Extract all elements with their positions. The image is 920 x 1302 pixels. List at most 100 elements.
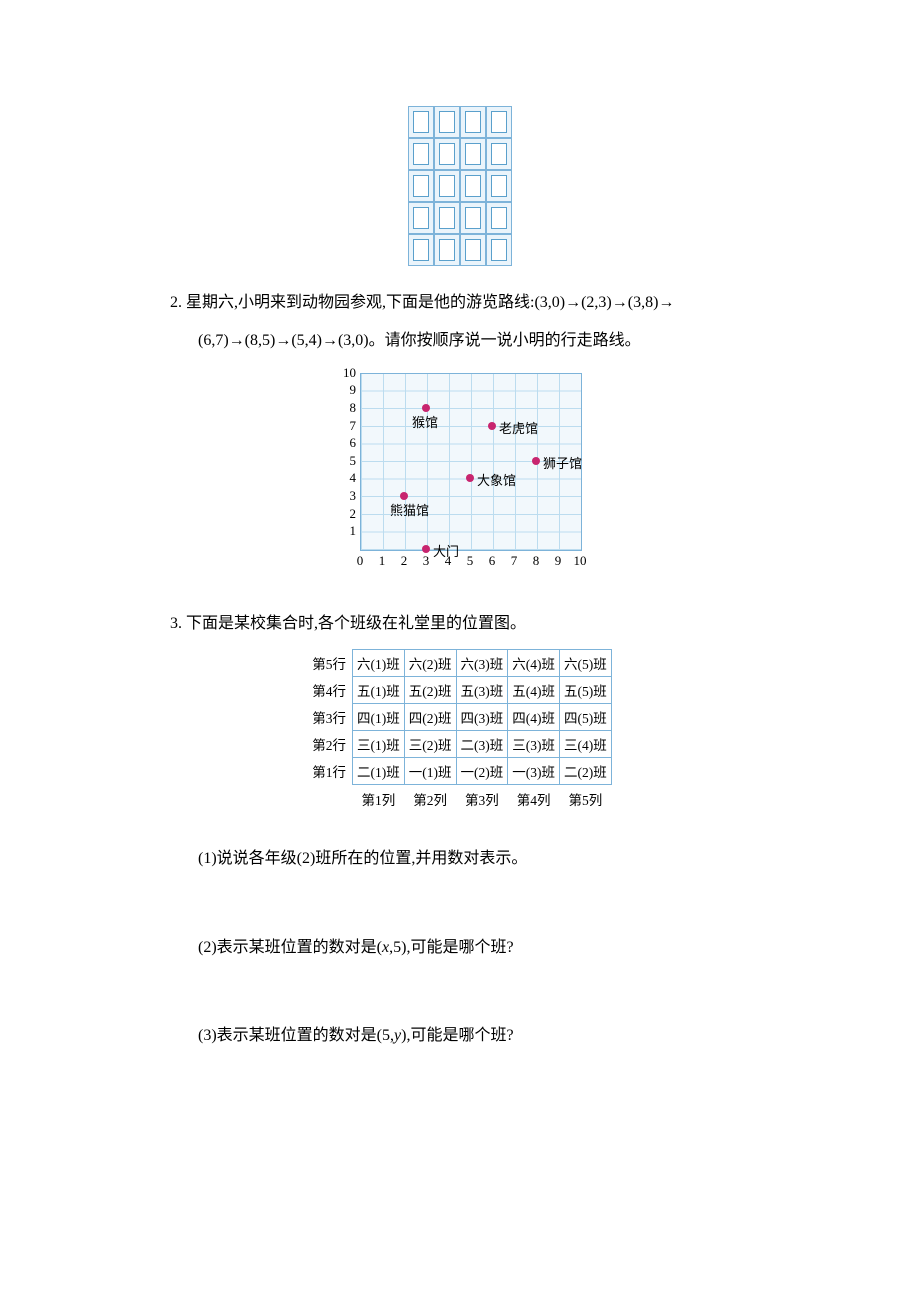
window-block <box>439 175 455 197</box>
table-row: 第5行六(1)班六(2)班六(3)班六(4)班六(5)班 <box>308 650 611 677</box>
data-point <box>488 422 496 430</box>
x-tick-label: 0 <box>349 553 371 569</box>
window-block <box>491 175 507 197</box>
data-point <box>532 457 540 465</box>
data-point <box>422 404 430 412</box>
col-header: 第5列 <box>560 785 612 813</box>
point-label: 熊猫馆 <box>390 500 429 519</box>
x-tick-label: 5 <box>459 553 481 569</box>
window-block <box>439 111 455 133</box>
class-cell: 六(1)班 <box>353 650 405 677</box>
class-cell: 六(4)班 <box>508 650 560 677</box>
window-block <box>465 239 481 261</box>
window-block <box>413 111 429 133</box>
x-tick-label: 10 <box>569 553 591 569</box>
data-point <box>400 492 408 500</box>
data-point <box>466 474 474 482</box>
table-row: 第4行五(1)班五(2)班五(3)班五(4)班五(5)班 <box>308 677 611 704</box>
row-header: 第1行 <box>308 758 352 785</box>
problem-2-line2: (6,7)→(8,5)→(5,4)→(3,0)。请你按顺序说一说小明的行走路线。 <box>170 322 750 360</box>
x-tick-label: 6 <box>481 553 503 569</box>
problem-2-line1: 2. 星期六,小明来到动物园参观,下面是他的游览路线:(3,0)→(2,3)→(… <box>170 284 750 322</box>
point-label: 大象馆 <box>477 470 516 489</box>
window-block <box>413 143 429 165</box>
q3-text-b: ),可能是哪个班? <box>401 1027 513 1044</box>
y-tick-label: 5 <box>330 453 356 469</box>
building-grid-figure <box>408 106 512 266</box>
zoo-grid-chart: 10987654321012345678910大门熊猫馆猴馆老虎馆狮子馆大象馆 <box>330 367 590 587</box>
row-header: 第2行 <box>308 731 352 758</box>
x-tick-label: 1 <box>371 553 393 569</box>
figure-2-container: 10987654321012345678910大门熊猫馆猴馆老虎馆狮子馆大象馆 <box>170 367 750 587</box>
col-header-row: 第1列第2列第3列第4列第5列 <box>308 785 611 813</box>
window-block <box>413 207 429 229</box>
x-tick-label: 8 <box>525 553 547 569</box>
class-cell: 五(4)班 <box>508 677 560 704</box>
class-cell: 三(3)班 <box>508 731 560 758</box>
point-label: 猴馆 <box>412 412 438 431</box>
y-tick-label: 4 <box>330 470 356 486</box>
class-cell: 四(5)班 <box>560 704 612 731</box>
window-block <box>465 175 481 197</box>
problem-3-q2: (2)表示某班位置的数对是(x,5),可能是哪个班? <box>170 929 750 967</box>
q3-text-a: (3)表示某班位置的数对是(5, <box>198 1027 394 1044</box>
problem-3-q3: (3)表示某班位置的数对是(5,y),可能是哪个班? <box>170 1017 750 1055</box>
class-cell: 四(3)班 <box>456 704 508 731</box>
q2-text-a: (2)表示某班位置的数对是( <box>198 939 382 956</box>
window-block <box>465 207 481 229</box>
y-tick-label: 9 <box>330 382 356 398</box>
window-block <box>465 111 481 133</box>
window-block <box>439 207 455 229</box>
window-block <box>413 175 429 197</box>
page: 2. 星期六,小明来到动物园参观,下面是他的游览路线:(3,0)→(2,3)→(… <box>0 0 920 1171</box>
figure-1-container <box>170 106 750 266</box>
class-cell: 四(4)班 <box>508 704 560 731</box>
problem-3-intro: 3. 下面是某校集合时,各个班级在礼堂里的位置图。 <box>170 605 750 643</box>
col-header: 第2列 <box>404 785 456 813</box>
table-row: 第2行三(1)班三(2)班二(3)班三(3)班三(4)班 <box>308 731 611 758</box>
row-header: 第5行 <box>308 650 352 677</box>
class-cell: 二(2)班 <box>560 758 612 785</box>
class-table-wrap: 第5行六(1)班六(2)班六(3)班六(4)班六(5)班第4行五(1)班五(2)… <box>308 649 612 812</box>
problem-2: 2. 星期六,小明来到动物园参观,下面是他的游览路线:(3,0)→(2,3)→(… <box>170 284 750 587</box>
data-point <box>422 545 430 553</box>
row-header: 第4行 <box>308 677 352 704</box>
class-position-table: 第5行六(1)班六(2)班六(3)班六(4)班六(5)班第4行五(1)班五(2)… <box>308 649 612 812</box>
class-cell: 六(5)班 <box>560 650 612 677</box>
window-block <box>439 143 455 165</box>
class-cell: 四(1)班 <box>353 704 405 731</box>
point-label: 老虎馆 <box>499 418 538 437</box>
y-tick-label: 10 <box>330 365 356 381</box>
blank-corner <box>308 785 352 813</box>
class-cell: 六(2)班 <box>404 650 456 677</box>
col-header: 第4列 <box>508 785 560 813</box>
x-tick-label: 7 <box>503 553 525 569</box>
x-tick-label: 9 <box>547 553 569 569</box>
class-cell: 五(5)班 <box>560 677 612 704</box>
window-block <box>465 143 481 165</box>
y-tick-label: 1 <box>330 523 356 539</box>
q2-text-b: ,5),可能是哪个班? <box>389 939 513 956</box>
y-tick-label: 2 <box>330 506 356 522</box>
figure-3-container: 第5行六(1)班六(2)班六(3)班六(4)班六(5)班第4行五(1)班五(2)… <box>170 649 750 812</box>
class-cell: 六(3)班 <box>456 650 508 677</box>
class-cell: 五(3)班 <box>456 677 508 704</box>
row-header: 第3行 <box>308 704 352 731</box>
col-header: 第3列 <box>456 785 508 813</box>
table-row: 第1行二(1)班一(1)班一(2)班一(3)班二(2)班 <box>308 758 611 785</box>
window-block <box>413 239 429 261</box>
class-cell: 二(3)班 <box>456 731 508 758</box>
class-cell: 三(2)班 <box>404 731 456 758</box>
class-cell: 一(3)班 <box>508 758 560 785</box>
problem-3: 3. 下面是某校集合时,各个班级在礼堂里的位置图。 第5行六(1)班六(2)班六… <box>170 605 750 1056</box>
window-block <box>491 143 507 165</box>
class-cell: 三(4)班 <box>560 731 612 758</box>
window-block <box>491 207 507 229</box>
window-block <box>491 239 507 261</box>
window-block <box>439 239 455 261</box>
class-cell: 二(1)班 <box>353 758 405 785</box>
y-tick-label: 7 <box>330 418 356 434</box>
class-cell: 三(1)班 <box>353 731 405 758</box>
problem-3-q1: (1)说说各年级(2)班所在的位置,并用数对表示。 <box>170 840 750 878</box>
x-tick-label: 2 <box>393 553 415 569</box>
